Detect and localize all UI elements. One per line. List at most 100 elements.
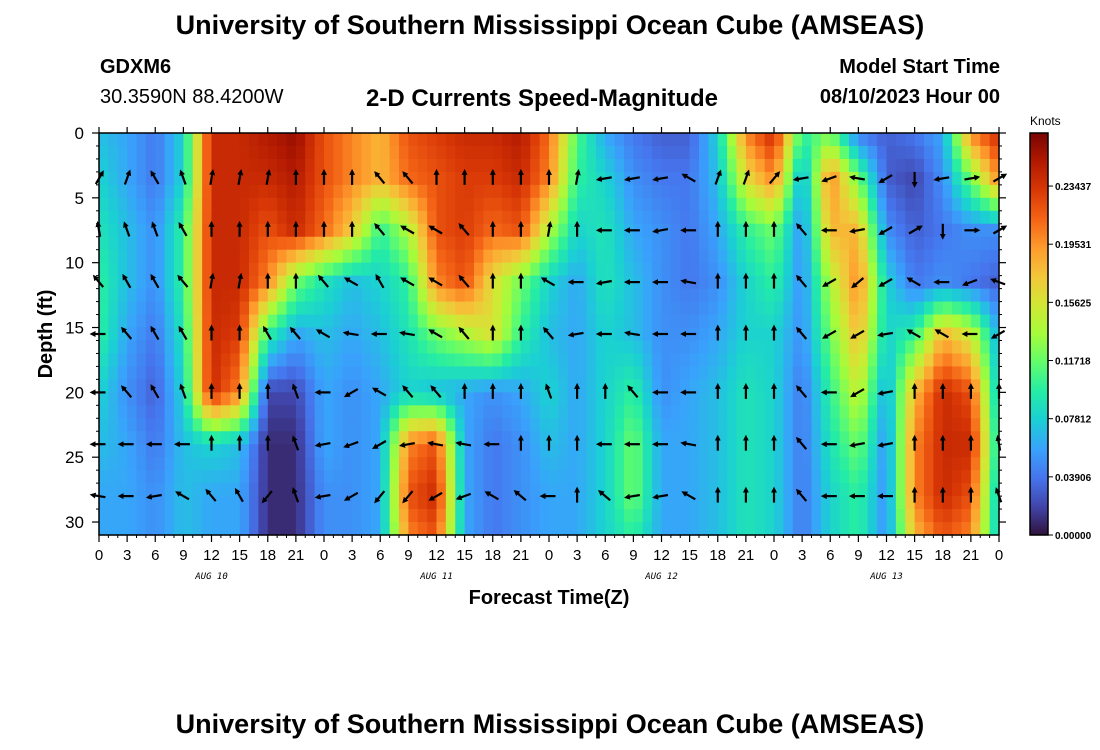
heatmap-cell: [286, 314, 297, 329]
heatmap-cell: [502, 496, 513, 510]
heatmap-cell: [689, 210, 700, 225]
heatmap-cell: [108, 483, 119, 497]
heatmap-cell: [595, 483, 606, 497]
heatmap-cell: [530, 171, 541, 186]
heatmap-cell: [370, 457, 381, 471]
heatmap-cell: [905, 171, 916, 186]
heatmap-cell: [745, 288, 756, 303]
heatmap-cell: [736, 145, 747, 160]
heatmap-cell: [492, 145, 503, 160]
heatmap-cell: [108, 314, 119, 329]
heatmap-cell: [249, 353, 259, 368]
heatmap-cell: [849, 288, 859, 303]
heatmap-cell: [802, 184, 813, 199]
heatmap-cell: [717, 353, 728, 368]
heatmap-cell: [867, 275, 878, 290]
heatmap-cell: [811, 509, 822, 523]
heatmap-cell: [792, 470, 803, 484]
heatmap-cell: [295, 379, 306, 393]
heatmap-cell: [830, 405, 841, 419]
heatmap-cell: [792, 340, 803, 355]
heatmap-cell: [980, 158, 991, 173]
heatmap-cell: [455, 522, 466, 536]
current-vector-arrow: [680, 440, 697, 447]
heatmap-cell: [277, 145, 288, 160]
heatmap-cell: [99, 171, 109, 186]
current-vector-arrow: [961, 278, 978, 287]
heatmap-cell: [174, 184, 184, 199]
heatmap-cell: [464, 171, 475, 186]
heatmap-cell: [989, 288, 1000, 303]
heatmap-cell: [586, 353, 597, 368]
heatmap-cell: [324, 314, 334, 329]
heatmap-cell: [886, 379, 897, 393]
heatmap-cell: [586, 418, 597, 432]
heatmap-cell: [295, 223, 306, 238]
heatmap-cell: [455, 288, 466, 303]
heatmap-cell: [202, 184, 213, 199]
current-vector-arrow: [877, 390, 894, 396]
heatmap-cell: [136, 158, 147, 173]
heatmap-cell: [492, 223, 503, 238]
heatmap-cell: [408, 340, 419, 355]
heatmap-cell: [736, 314, 747, 329]
heatmap-cell: [324, 223, 334, 238]
heatmap-cell: [970, 340, 981, 355]
heatmap-cell: [867, 145, 878, 160]
x-axis-label: Forecast Time(Z): [469, 587, 630, 609]
current-vector-arrow: [317, 274, 330, 288]
heatmap-cell: [774, 184, 784, 199]
heatmap-cell: [924, 392, 934, 406]
heatmap-cell: [680, 145, 691, 160]
heatmap-cell: [202, 470, 213, 484]
heatmap-cell: [530, 184, 541, 199]
heatmap-cell: [164, 431, 175, 445]
heatmap-cell: [952, 379, 963, 393]
current-vector-arrow: [595, 279, 612, 286]
heatmap-cell: [830, 236, 841, 251]
heatmap-cell: [445, 236, 456, 251]
heatmap-cell: [174, 418, 184, 432]
heatmap-cell: [745, 379, 756, 393]
heatmap-cell: [305, 288, 316, 303]
heatmap-cell: [483, 133, 494, 147]
heatmap-cell: [802, 145, 813, 160]
heatmap-cell: [708, 509, 719, 523]
heatmap-cell: [924, 262, 934, 277]
heatmap-cell: [783, 470, 794, 484]
heatmap-cell: [399, 288, 409, 303]
heatmap-cell: [211, 470, 222, 484]
heatmap-cell: [567, 379, 578, 393]
heatmap-cell: [717, 483, 728, 497]
heatmap-cell: [220, 444, 231, 458]
heatmap-cell: [577, 392, 588, 406]
heatmap-cell: [277, 353, 288, 368]
heatmap-cell: [689, 197, 700, 212]
heatmap-cell: [642, 327, 653, 342]
heatmap-cell: [877, 340, 888, 355]
heatmap-cell: [117, 223, 128, 238]
heatmap-cell: [933, 431, 944, 445]
heatmap-cell: [455, 158, 466, 173]
heatmap-cell: [361, 392, 372, 406]
heatmap-cell: [830, 197, 841, 212]
heatmap-cell: [389, 197, 400, 212]
current-vector-arrow: [430, 385, 442, 399]
heatmap-cell: [605, 262, 616, 277]
heatmap-cell: [830, 353, 841, 368]
heatmap-cell: [99, 210, 109, 225]
heatmap-cell: [267, 483, 278, 497]
heatmap-cell: [980, 431, 991, 445]
heatmap-cell: [914, 444, 925, 458]
heatmap-cell: [155, 158, 166, 173]
heatmap-cell: [117, 340, 128, 355]
heatmap-cell: [539, 483, 550, 497]
heatmap-cell: [924, 158, 934, 173]
heatmap-cell: [183, 262, 194, 277]
heatmap-cell: [286, 522, 297, 536]
heatmap-cell: [905, 509, 916, 523]
heatmap-cell: [192, 392, 203, 406]
heatmap-cell: [445, 418, 456, 432]
heatmap-cell: [408, 405, 419, 419]
heatmap-cell: [286, 366, 297, 380]
